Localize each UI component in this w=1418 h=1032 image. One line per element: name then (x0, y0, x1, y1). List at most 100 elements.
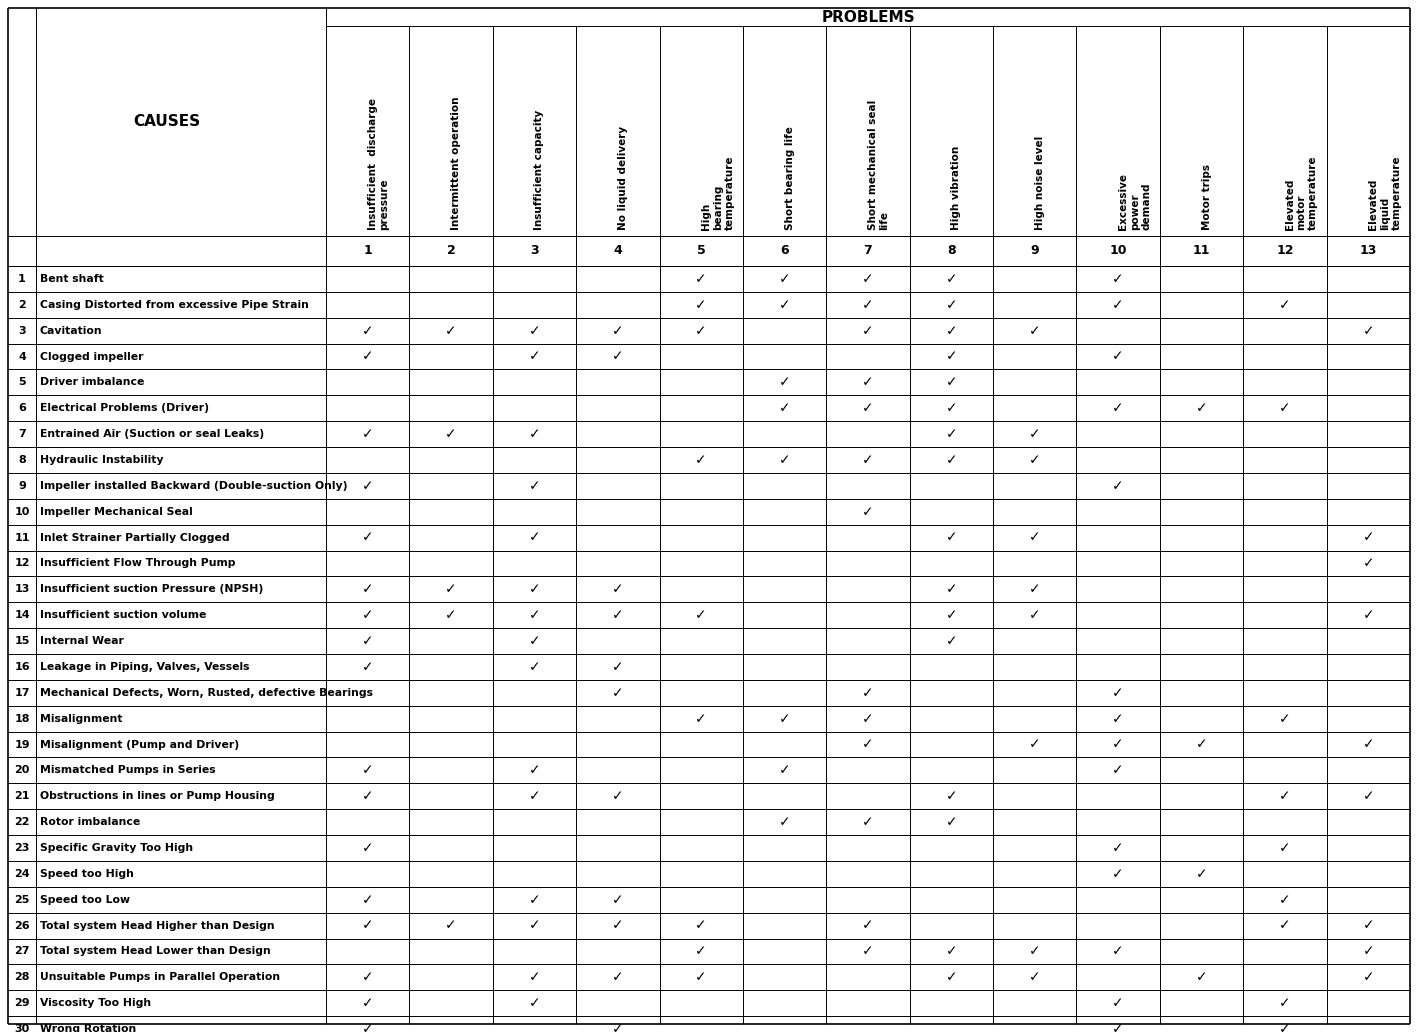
Text: Insufficient Flow Through Pump: Insufficient Flow Through Pump (40, 558, 235, 569)
Text: ✓: ✓ (613, 350, 624, 363)
Text: Rotor imbalance: Rotor imbalance (40, 817, 140, 827)
Text: 10: 10 (14, 507, 30, 517)
Text: ✓: ✓ (1112, 272, 1124, 286)
Text: Speed too High: Speed too High (40, 869, 133, 879)
Text: ✓: ✓ (529, 427, 540, 441)
Text: Mismatched Pumps in Series: Mismatched Pumps in Series (40, 766, 216, 775)
Text: ✓: ✓ (1279, 712, 1290, 725)
Text: ✓: ✓ (529, 970, 540, 985)
Text: Entrained Air (Suction or seal Leaks): Entrained Air (Suction or seal Leaks) (40, 429, 264, 440)
Text: 5: 5 (18, 378, 26, 387)
Text: ✓: ✓ (613, 608, 624, 622)
Text: ✓: ✓ (1112, 298, 1124, 312)
Text: ✓: ✓ (1112, 944, 1124, 959)
Text: ✓: ✓ (445, 427, 457, 441)
Text: ✓: ✓ (362, 427, 373, 441)
Text: ✓: ✓ (1279, 996, 1290, 1010)
Text: 5: 5 (696, 245, 706, 258)
Text: ✓: ✓ (946, 298, 957, 312)
Text: Leakage in Piping, Valves, Vessels: Leakage in Piping, Valves, Vessels (40, 662, 250, 672)
Text: ✓: ✓ (1363, 324, 1374, 337)
Text: ✓: ✓ (695, 712, 708, 725)
Text: ✓: ✓ (946, 789, 957, 803)
Text: ✓: ✓ (362, 970, 373, 985)
Text: Unsuitable Pumps in Parallel Operation: Unsuitable Pumps in Parallel Operation (40, 972, 281, 982)
Text: High
bearing
temperature: High bearing temperature (702, 156, 735, 230)
Text: ✓: ✓ (695, 918, 708, 933)
Text: Total system Head Higher than Design: Total system Head Higher than Design (40, 921, 275, 931)
Text: ✓: ✓ (1195, 970, 1207, 985)
Text: 27: 27 (14, 946, 30, 957)
Text: 6: 6 (18, 404, 26, 413)
Text: ✓: ✓ (362, 893, 373, 907)
Text: ✓: ✓ (862, 376, 873, 389)
Text: 9: 9 (1031, 245, 1039, 258)
Text: ✓: ✓ (529, 659, 540, 674)
Text: PROBLEMS: PROBLEMS (821, 9, 915, 25)
Text: ✓: ✓ (362, 996, 373, 1010)
Text: ✓: ✓ (1029, 530, 1041, 545)
Text: ✓: ✓ (1029, 582, 1041, 596)
Text: ✓: ✓ (362, 350, 373, 363)
Text: ✓: ✓ (1112, 712, 1124, 725)
Text: 30: 30 (14, 1024, 30, 1032)
Text: 25: 25 (14, 895, 30, 905)
Text: Total system Head Lower than Design: Total system Head Lower than Design (40, 946, 271, 957)
Text: ✓: ✓ (946, 970, 957, 985)
Text: 1: 1 (18, 273, 26, 284)
Text: ✓: ✓ (1112, 867, 1124, 881)
Text: 8: 8 (947, 245, 956, 258)
Text: ✓: ✓ (1363, 789, 1374, 803)
Text: ✓: ✓ (1363, 944, 1374, 959)
Text: ✓: ✓ (613, 659, 624, 674)
Text: ✓: ✓ (1112, 996, 1124, 1010)
Text: Wrong Rotation: Wrong Rotation (40, 1024, 136, 1032)
Text: ✓: ✓ (695, 608, 708, 622)
Text: 14: 14 (14, 610, 30, 620)
Text: ✓: ✓ (529, 996, 540, 1010)
Text: ✓: ✓ (529, 608, 540, 622)
Text: Short bearing life: Short bearing life (784, 126, 794, 230)
Text: Bent shaft: Bent shaft (40, 273, 104, 284)
Text: ✓: ✓ (1279, 298, 1290, 312)
Text: ✓: ✓ (1279, 401, 1290, 415)
Text: Specific Gravity Too High: Specific Gravity Too High (40, 843, 193, 853)
Text: Hydraulic Instability: Hydraulic Instability (40, 455, 163, 465)
Text: ✓: ✓ (778, 272, 790, 286)
Text: ✓: ✓ (946, 350, 957, 363)
Text: Motor trips: Motor trips (1201, 164, 1211, 230)
Text: Excessive
power
demand: Excessive power demand (1119, 173, 1151, 230)
Text: 10: 10 (1109, 245, 1127, 258)
Text: ✓: ✓ (862, 453, 873, 467)
Text: ✓: ✓ (946, 376, 957, 389)
Text: Insufficient suction Pressure (NPSH): Insufficient suction Pressure (NPSH) (40, 584, 264, 594)
Text: ✓: ✓ (695, 453, 708, 467)
Text: ✓: ✓ (946, 427, 957, 441)
Text: ✓: ✓ (1029, 944, 1041, 959)
Text: ✓: ✓ (1363, 970, 1374, 985)
Text: ✓: ✓ (1029, 427, 1041, 441)
Text: ✓: ✓ (445, 582, 457, 596)
Text: ✓: ✓ (862, 686, 873, 700)
Text: ✓: ✓ (946, 582, 957, 596)
Text: ✓: ✓ (362, 324, 373, 337)
Text: ✓: ✓ (862, 738, 873, 751)
Text: ✓: ✓ (529, 918, 540, 933)
Text: ✓: ✓ (1112, 764, 1124, 777)
Text: CAUSES: CAUSES (133, 115, 200, 129)
Text: 29: 29 (14, 998, 30, 1008)
Text: ✓: ✓ (362, 659, 373, 674)
Text: Insufficient suction volume: Insufficient suction volume (40, 610, 207, 620)
Text: 19: 19 (14, 740, 30, 749)
Text: ✓: ✓ (362, 841, 373, 854)
Text: ✓: ✓ (529, 350, 540, 363)
Text: ✓: ✓ (778, 298, 790, 312)
Text: ✓: ✓ (362, 608, 373, 622)
Text: ✓: ✓ (1363, 556, 1374, 571)
Text: ✓: ✓ (1112, 1022, 1124, 1032)
Text: ✓: ✓ (862, 815, 873, 829)
Text: ✓: ✓ (445, 324, 457, 337)
Text: 21: 21 (14, 792, 30, 801)
Text: ✓: ✓ (362, 764, 373, 777)
Text: ✓: ✓ (1363, 738, 1374, 751)
